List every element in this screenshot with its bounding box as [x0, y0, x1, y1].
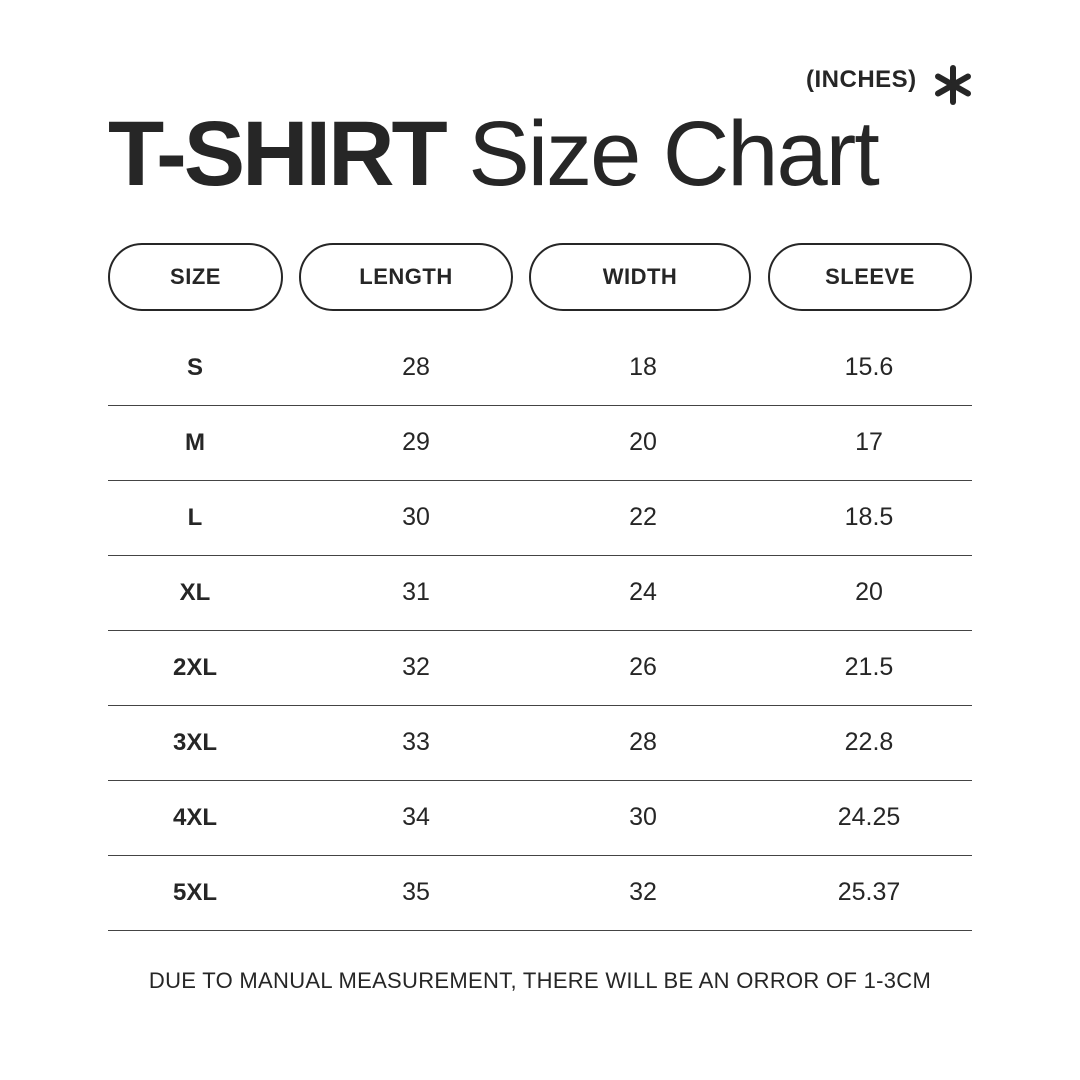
- header-length: LENGTH: [299, 243, 513, 311]
- cell-width: 32: [629, 878, 657, 906]
- cell-size: M: [185, 428, 205, 456]
- table-row: 3XL 33 28 22.8: [108, 705, 972, 781]
- table-row: 2XL 32 26 21.5: [108, 630, 972, 706]
- cell-sleeve: 15.6: [844, 353, 894, 381]
- cell-length: 28: [402, 353, 430, 381]
- cell-length: 31: [402, 578, 430, 606]
- cell-size: 4XL: [172, 803, 217, 831]
- page-title: T-SHIRT Size Chart: [108, 103, 880, 205]
- cell-length: 34: [402, 803, 430, 831]
- header-width: WIDTH: [529, 243, 751, 311]
- cell-size: 5XL: [172, 878, 217, 906]
- cell-width: 26: [629, 653, 657, 681]
- title-regular: Size Chart: [468, 103, 879, 205]
- cell-width: 28: [629, 728, 657, 756]
- table-row: XL 31 24 20: [108, 555, 972, 631]
- table-row: S 28 18 15.6: [108, 330, 972, 406]
- table-row: L 30 22 18.5: [108, 480, 972, 556]
- cell-size: L: [187, 503, 203, 531]
- cell-sleeve: 17: [855, 428, 883, 456]
- footer-note: DUE TO MANUAL MEASUREMENT, THERE WILL BE…: [148, 968, 932, 993]
- cell-size: 2XL: [172, 653, 217, 681]
- cell-size: XL: [179, 578, 211, 606]
- cell-size: S: [186, 353, 203, 381]
- units-label: (INCHES): [806, 66, 917, 93]
- cell-size: 3XL: [172, 728, 217, 756]
- cell-length: 29: [402, 428, 430, 456]
- cell-width: 20: [629, 428, 657, 456]
- cell-length: 30: [402, 503, 430, 531]
- title-bold: T-SHIRT: [108, 103, 448, 205]
- cell-sleeve: 24.25: [837, 803, 901, 831]
- asterisk-icon: [935, 65, 971, 105]
- cell-width: 30: [629, 803, 657, 831]
- table-row: 5XL 35 32 25.37: [108, 855, 972, 931]
- cell-width: 24: [629, 578, 657, 606]
- table-row: M 29 20 17: [108, 405, 972, 481]
- cell-sleeve: 25.37: [837, 878, 901, 906]
- cell-sleeve: 18.5: [844, 503, 894, 531]
- header-sleeve: SLEEVE: [768, 243, 972, 311]
- table-row: 4XL 34 30 24.25: [108, 780, 972, 856]
- cell-width: 22: [629, 503, 657, 531]
- cell-width: 18: [629, 353, 657, 381]
- cell-sleeve: 21.5: [844, 653, 894, 681]
- cell-sleeve: 22.8: [844, 728, 894, 756]
- header-size: SIZE: [108, 243, 283, 311]
- cell-length: 32: [402, 653, 430, 681]
- cell-length: 35: [402, 878, 430, 906]
- cell-length: 33: [402, 728, 430, 756]
- cell-sleeve: 20: [855, 578, 883, 606]
